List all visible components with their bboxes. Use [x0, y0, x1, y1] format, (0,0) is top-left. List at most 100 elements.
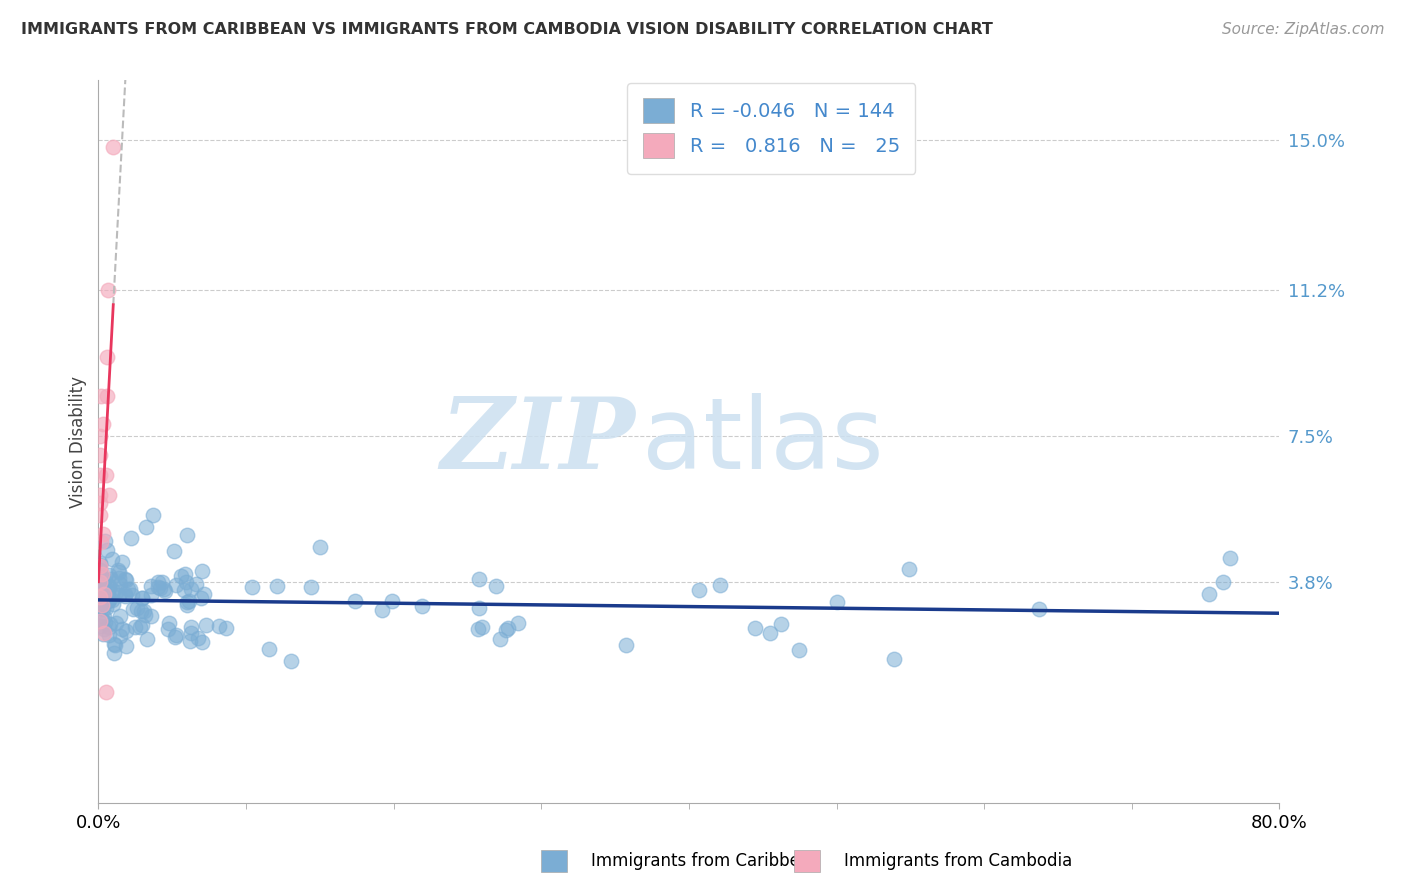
Point: [115, 624, 138, 639]
Point: [759, 626, 782, 640]
Point: [173, 567, 195, 582]
Point: [488, 632, 510, 647]
Point: [97, 579, 120, 593]
Point: [179, 594, 201, 608]
Point: [129, 604, 152, 618]
Point: [89, 508, 111, 522]
Point: [157, 615, 180, 630]
Point: [108, 565, 131, 579]
Point: [107, 589, 129, 603]
Point: [94, 685, 117, 699]
Point: [91, 417, 114, 431]
Point: [114, 587, 136, 601]
Point: [89, 563, 111, 577]
Point: [101, 584, 124, 599]
Point: [257, 642, 280, 657]
Point: [93, 595, 115, 609]
Point: [108, 576, 131, 591]
Point: [411, 599, 433, 614]
Point: [173, 583, 195, 598]
Point: [156, 622, 179, 636]
Point: [103, 637, 125, 651]
Point: [240, 580, 263, 594]
Point: [100, 572, 122, 586]
Text: Immigrants from Caribbean: Immigrants from Caribbean: [591, 852, 820, 870]
Point: [98, 627, 121, 641]
Point: [110, 608, 132, 623]
Point: [139, 588, 162, 602]
Point: [688, 582, 710, 597]
Point: [97, 592, 120, 607]
Point: [104, 585, 127, 599]
Point: [89, 448, 111, 462]
Point: [97, 620, 120, 634]
Point: [91, 527, 114, 541]
Point: [371, 603, 394, 617]
Point: [91, 599, 114, 613]
Point: [187, 631, 209, 645]
Point: [101, 552, 124, 566]
Point: [89, 556, 111, 570]
Point: [90, 566, 112, 581]
Point: [89, 558, 111, 573]
Y-axis label: Vision Disability: Vision Disability: [69, 376, 87, 508]
Point: [103, 140, 125, 154]
Point: [91, 602, 114, 616]
Point: [195, 618, 218, 632]
Point: [152, 582, 174, 596]
Point: [131, 618, 153, 632]
Text: ZIP: ZIP: [441, 393, 636, 490]
Legend: R = -0.046   N = 144, R =   0.816   N =   25: R = -0.046 N = 144, R = 0.816 N = 25: [627, 83, 915, 174]
Point: [97, 594, 120, 608]
Point: [180, 620, 202, 634]
Point: [744, 621, 766, 635]
Point: [93, 627, 115, 641]
Point: [825, 595, 848, 609]
Point: [191, 635, 214, 649]
Point: [1198, 586, 1220, 600]
Point: [897, 562, 920, 576]
Point: [107, 564, 129, 578]
Point: [467, 622, 489, 636]
Point: [163, 543, 186, 558]
Point: [96, 600, 118, 615]
Point: [89, 591, 111, 605]
Point: [90, 601, 112, 615]
Point: [142, 508, 165, 522]
Point: [129, 620, 152, 634]
Point: [190, 591, 212, 605]
Point: [124, 620, 146, 634]
Point: [114, 572, 136, 586]
Point: [89, 619, 111, 633]
Point: [136, 632, 159, 646]
Point: [165, 578, 187, 592]
Point: [468, 600, 491, 615]
Point: [89, 468, 111, 483]
Point: [98, 568, 121, 582]
Point: [787, 643, 810, 657]
Point: [96, 543, 118, 558]
Point: [97, 283, 120, 297]
Point: [495, 623, 517, 637]
Point: [132, 604, 155, 618]
Point: [108, 629, 131, 643]
Point: [508, 615, 530, 630]
Point: [1028, 602, 1050, 616]
Point: [89, 496, 111, 510]
Point: [266, 579, 288, 593]
Point: [94, 572, 117, 586]
Point: [471, 620, 494, 634]
Point: [134, 607, 156, 622]
Point: [176, 594, 198, 608]
Point: [381, 594, 404, 608]
Point: [280, 654, 302, 668]
Point: [121, 588, 143, 602]
Point: [180, 626, 202, 640]
Point: [93, 586, 115, 600]
Point: [468, 572, 491, 586]
Point: [153, 584, 176, 599]
Point: [115, 640, 138, 654]
Point: [104, 638, 127, 652]
Point: [1219, 551, 1241, 566]
Point: [135, 520, 157, 534]
